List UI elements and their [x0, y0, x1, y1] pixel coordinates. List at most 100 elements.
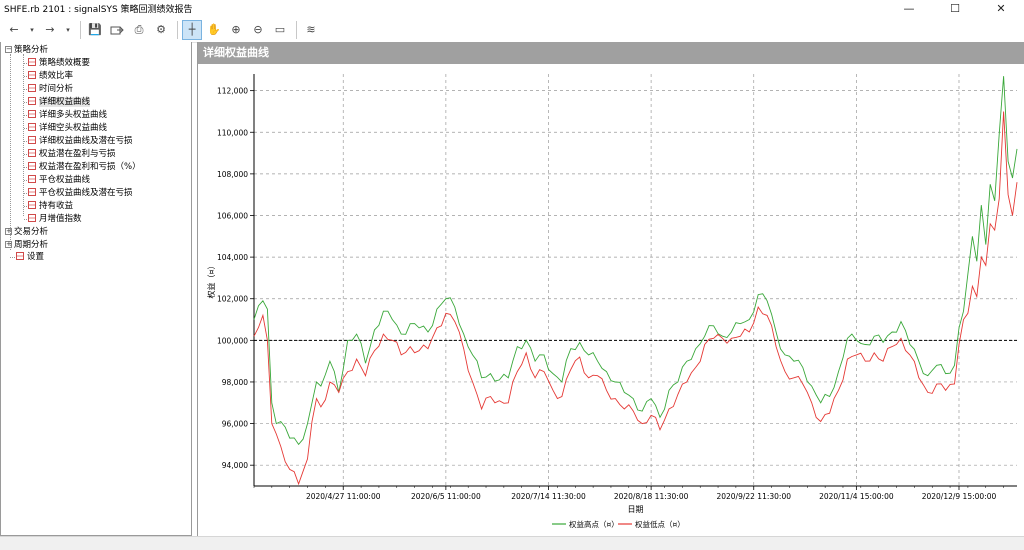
report-icon [28, 110, 36, 118]
print-icon[interactable]: ⎙ [134, 22, 144, 36]
tree-item-label: 月增值指数 [39, 214, 82, 224]
y-tick-label: 94,000 [222, 461, 248, 470]
back-dropdown-icon[interactable]: ▾ [30, 25, 34, 34]
equity-chart[interactable]: 94,000 96,000 98,000 100,000 102,000 104,000 1… [198, 64, 1024, 536]
forward-dropdown-icon[interactable]: ▾ [66, 25, 70, 34]
forward-arrow-icon[interactable]: → [45, 23, 55, 36]
toolbar-separator [80, 20, 81, 39]
close-button[interactable]: ✕ [996, 1, 1006, 15]
x-tick-label: 2020/8/18 11:30:00 [614, 492, 689, 501]
tree-item-label: 详细空头权益曲线 [39, 123, 108, 133]
y-tick-label: 110,000 [217, 128, 248, 137]
toolbar-separator [177, 20, 178, 39]
report-icon [28, 97, 36, 105]
tree-item-9[interactable]: 平仓权益曲线 [28, 174, 90, 186]
tree-node-settings[interactable]: 设置 [16, 251, 44, 263]
maximize-button[interactable]: ☐ [950, 1, 960, 15]
report-panel: 详细权益曲线 94,000 96,000 98,000 100,000 102,000 1… [197, 42, 1024, 536]
report-icon [28, 71, 36, 79]
tree-item-5[interactable]: 详细空头权益曲线 [28, 122, 107, 134]
tree-item-12[interactable]: 月增值指数 [28, 213, 82, 225]
tree-item-7[interactable]: 权益潜在盈利与亏损 [28, 148, 116, 160]
y-tick-label: 98,000 [222, 378, 248, 387]
tree-connector [10, 257, 15, 258]
report-icon [28, 149, 36, 157]
tree-item-0[interactable]: 策略绩效概要 [28, 57, 90, 69]
toolbar: ← ▾ → ▾ 💾 ⎙ ⚙ ┼ ✋ ⊕ ⊖ ▭ ≋ [0, 17, 1024, 43]
tree-node-strategy-analysis[interactable]: − 策略分析 [5, 44, 48, 56]
status-bar [0, 536, 1024, 550]
tree-item-label: 持有收益 [39, 201, 74, 211]
y-tick-label: 100,000 [217, 336, 248, 345]
zoom-in-icon[interactable]: ⊕ [231, 23, 241, 36]
tree-node-label: 周期分析 [14, 240, 49, 250]
grid-icon [16, 252, 24, 260]
tree-item-label: 平仓权益曲线及潜在亏损 [39, 188, 133, 198]
export-icon[interactable] [107, 20, 127, 40]
report-icon [28, 123, 36, 131]
report-icon [28, 58, 36, 66]
x-tick-label: 2020/7/14 11:30:00 [511, 492, 586, 501]
tree-item-label: 详细多头权益曲线 [39, 110, 108, 120]
tree-item-6[interactable]: 详细权益曲线及潜在亏损 [28, 135, 133, 147]
tree-node-label: 交易分析 [14, 227, 49, 237]
tree-item-label: 权益潜在盈利与亏损 [39, 149, 116, 159]
x-tick-label: 2020/11/4 15:00:00 [819, 492, 894, 501]
report-icon [28, 175, 36, 183]
y-tick-label: 102,000 [217, 295, 248, 304]
tree-connector [10, 54, 11, 250]
tree-connector [23, 54, 24, 216]
expand-icon[interactable]: + [5, 227, 12, 235]
hand-pan-icon[interactable]: ✋ [207, 23, 221, 36]
chart-lines-icon[interactable]: ≋ [306, 23, 316, 36]
window-titlebar: SHFE.rb 2101 : signalSYS 策略回测绩效报告 — ☐ ✕ [0, 0, 1024, 16]
tree-node-trade-analysis[interactable]: + 交易分析 [5, 226, 48, 238]
y-tick-label: 96,000 [222, 420, 248, 429]
report-icon [28, 188, 36, 196]
tree-item-label: 绩效比率 [39, 71, 74, 81]
settings-gear-icon[interactable]: ⚙ [156, 23, 166, 36]
tree-item-3[interactable]: 详细权益曲线 [28, 96, 91, 108]
save-icon[interactable]: 💾 [88, 23, 102, 36]
x-tick-label: 2020/9/22 11:30:00 [716, 492, 791, 501]
ruler-icon[interactable]: ▭ [274, 23, 286, 36]
y-tick-label: 106,000 [217, 211, 248, 220]
y-axis-label: 权益（¤） [206, 261, 216, 298]
tree-node-label: 策略分析 [14, 45, 49, 55]
report-icon [28, 214, 36, 222]
tree-item-label: 平仓权益曲线 [39, 175, 91, 185]
report-icon [28, 201, 36, 209]
y-tick-label: 104,000 [217, 253, 248, 262]
tree-item-4[interactable]: 详细多头权益曲线 [28, 109, 107, 121]
legend-label: 权益低点（¤） [635, 519, 685, 529]
tree-item-label: 时间分析 [39, 84, 74, 94]
tree-node-label: 设置 [27, 252, 45, 262]
minimize-button[interactable]: — [903, 1, 915, 15]
back-arrow-icon[interactable]: ← [9, 23, 19, 36]
report-icon [28, 136, 36, 144]
report-icon [28, 162, 36, 170]
tree-item-label: 详细权益曲线及潜在亏损 [39, 136, 133, 146]
tree-item-1[interactable]: 绩效比率 [28, 70, 73, 82]
tree-item-2[interactable]: 时间分析 [28, 83, 73, 95]
series-line-0 [253, 76, 1018, 446]
panel-title: 详细权益曲线 [198, 42, 1024, 64]
tree-item-8[interactable]: 权益潜在盈利和亏损（%） [28, 161, 141, 173]
zoom-out-icon[interactable]: ⊖ [253, 23, 263, 36]
tree-item-label: 详细权益曲线 [39, 97, 91, 107]
y-tick-label: 112,000 [217, 87, 248, 96]
tree-node-period-analysis[interactable]: + 周期分析 [5, 239, 48, 251]
y-tick-label: 108,000 [217, 170, 248, 179]
collapse-icon[interactable]: − [5, 45, 12, 53]
window-title: SHFE.rb 2101 : signalSYS 策略回测绩效报告 [4, 5, 193, 15]
window-controls: — ☐ ✕ [886, 0, 1024, 16]
navigation-tree: − 策略分析 策略绩效概要 绩效比率时间分析详细权益曲线详细多头权益曲线 详细空头权益… [0, 42, 192, 536]
toolbar-separator [296, 20, 297, 39]
tree-item-10[interactable]: 平仓权益曲线及潜在亏损 [28, 187, 133, 199]
x-axis-label: 日期 [628, 505, 644, 514]
tree-item-label: 权益潜在盈利和亏损（%） [39, 162, 141, 172]
crosshair-icon[interactable]: ┼ [182, 19, 202, 40]
report-icon [28, 84, 36, 92]
tree-item-11[interactable]: 持有收益 [28, 200, 73, 212]
expand-icon[interactable]: + [5, 240, 12, 248]
